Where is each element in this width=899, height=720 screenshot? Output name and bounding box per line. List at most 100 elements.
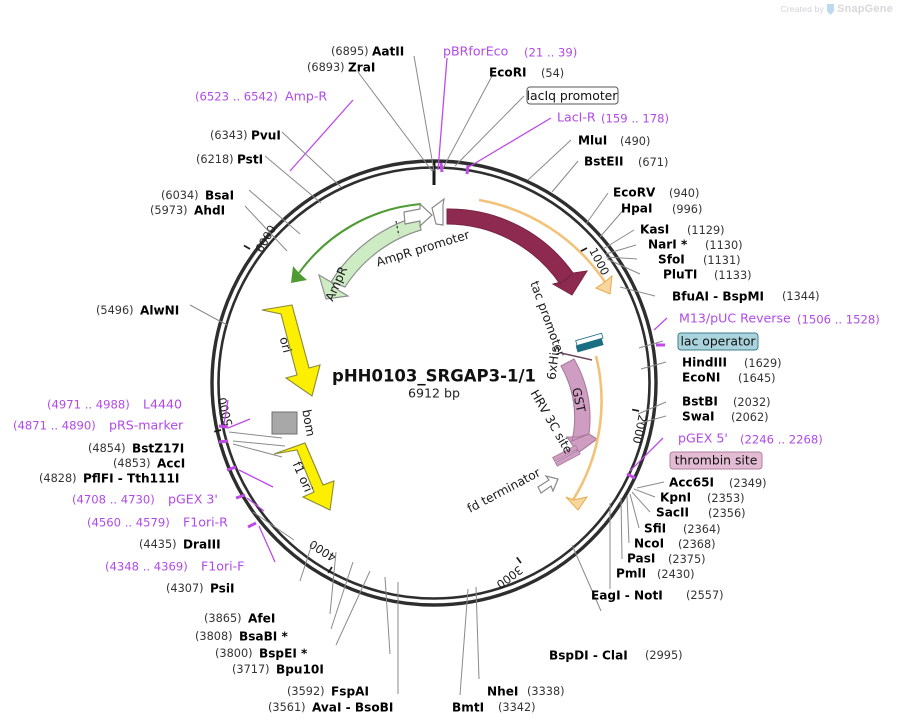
enzyme-name-hpai: HpaI [621, 202, 652, 216]
enzyme-name-bmti: BmtI [452, 701, 484, 715]
label-acc65i[interactable]: Acc65I (2349) [669, 476, 767, 491]
enzyme-name-bstz17i: BstZ17I [132, 442, 184, 456]
label-fspai[interactable]: (3592) FspAI [287, 685, 369, 699]
label-ncoi[interactable]: NcoI (2368) [634, 537, 716, 552]
primer-range-pgex-5: (2246 .. 2268) [740, 433, 823, 447]
enzyme-pos-psii: (4307) [166, 582, 204, 595]
label-bfuai-bspmi[interactable]: BfuAI - BspMI (1344) [672, 290, 820, 304]
enzyme-name-acc65i: Acc65I [669, 476, 714, 490]
label-aatii[interactable]: (6895) AatII [331, 45, 404, 59]
label-bspei[interactable]: (3800) BspEI * [215, 647, 308, 661]
enzyme-pos-aatii: (6895) [331, 45, 369, 58]
enzyme-pos-afei: (3865) [204, 612, 242, 625]
label-m13-puc-reverse[interactable]: M13/pUC Reverse (1506 .. 1528) [679, 311, 880, 327]
label-pflfi-tth111i[interactable]: (4828) PflFI - Tth111I [39, 472, 179, 486]
label-bstell[interactable]: BstEII (671) [584, 155, 668, 170]
label-acci[interactable]: (4853) AccI [113, 457, 185, 471]
enzyme-name-bsabi: BsaBI * [239, 630, 289, 644]
label-pmli[interactable]: PmlI (2430) [616, 567, 695, 582]
label-eagi-noti[interactable]: EagI - NotI (2557) [591, 589, 724, 603]
label-laci-r[interactable]: LacI-R (159 .. 178) [557, 110, 669, 126]
primer-range-f1ori-f: (4348 .. 4369) [105, 560, 188, 574]
label-bspdi-clai[interactable]: BspDI - ClaI (2995) [549, 649, 683, 663]
label-ahdi[interactable]: (5973) AhdI [150, 204, 225, 218]
enzyme-name-bspdi: BspDI - ClaI [549, 649, 628, 663]
enzyme-name-nhei: NheI [487, 685, 518, 699]
label-swai[interactable]: SwaI (2062) [682, 410, 769, 425]
label-alwni[interactable]: (5496) AlwNI [96, 304, 179, 318]
highlight-laciq-promoter[interactable]: lacIq promoter [526, 86, 619, 105]
label-pasi[interactable]: PasI (2375) [627, 552, 706, 567]
enzyme-pos-bsai: (6034) [161, 189, 199, 202]
label-mlui[interactable]: MluI (490) [578, 134, 650, 149]
label-bsabi[interactable]: (3808) BsaBI * [195, 630, 289, 644]
label-ecorv[interactable]: EcoRV (940) [613, 186, 699, 201]
enzyme-pos-sfii: (2364) [683, 523, 721, 536]
enzyme-name-afei: AfeI [248, 612, 275, 626]
label-pgex-5prime[interactable]: pGEX 5' (2246 .. 2268) [678, 431, 823, 447]
label-pluti[interactable]: PluTI (1133) [663, 268, 752, 283]
label-f1ori-f[interactable]: (4348 .. 4369) F1ori-F [105, 559, 244, 574]
label-kasi[interactable]: KasI (1129) [640, 223, 725, 238]
enzyme-name-econi: EcoNI [682, 371, 720, 385]
label-ecori[interactable]: EcoRI (54) [489, 66, 564, 81]
enzyme-name-ahdi: AhdI [194, 204, 225, 218]
label-kpni[interactable]: KpnI (2353) [660, 491, 745, 506]
primer-label-f1ori-r: F1ori-R [183, 515, 228, 530]
primer-range-pbrforeco: (21 .. 39) [524, 46, 577, 60]
primer-range-pgex-3: (4708 .. 4730) [72, 493, 155, 507]
highlight-thrombin-site[interactable]: thrombin site [669, 451, 763, 470]
enzyme-name-pasi: PasI [627, 552, 655, 566]
label-bsai[interactable]: (6034) BsaI [161, 189, 234, 203]
label-sacii[interactable]: SacII (2356) [656, 506, 746, 521]
label-f1ori-r[interactable]: (4560 .. 4579) F1ori-R [87, 515, 228, 530]
label-amp-r[interactable]: (6523 .. 6542) Amp-R [195, 89, 327, 104]
enzyme-name-ecori: EcoRI [489, 66, 527, 80]
enzyme-pos-hindiii: (1629) [744, 357, 782, 370]
highlight-lac-operator[interactable]: lac operator [677, 332, 759, 351]
label-nhei[interactable]: NheI (3338) [487, 685, 565, 699]
enzyme-name-bstell: BstEII [584, 155, 623, 169]
watermark-created-by: Created by [780, 4, 824, 14]
label-bmti[interactable]: BmtI (3342) [452, 701, 536, 715]
enzyme-name-pmli: PmlI [616, 567, 646, 581]
feature-f1-ori: f1 ori [273, 442, 335, 511]
enzyme-pos-pluti: (1133) [714, 269, 752, 282]
feature-label-bom: bom [299, 408, 317, 437]
label-afei[interactable]: (3865) AfeI [204, 612, 275, 626]
enzyme-pos-pasi: (2375) [668, 553, 706, 566]
enzyme-name-pvui: PvuI [251, 129, 281, 143]
primer-range-m13: (1506 .. 1528) [797, 313, 880, 327]
label-sfii[interactable]: SfiI (2364) [644, 522, 721, 537]
label-hpai[interactable]: HpaI (996) [621, 202, 702, 217]
label-zrai[interactable]: (6893) ZraI [307, 61, 375, 75]
label-bstbi[interactable]: BstBI (2032) [682, 395, 771, 410]
label-econi[interactable]: EcoNI (1645) [682, 371, 776, 386]
label-avai-bsobi[interactable]: (3561) AvaI - BsoBI [268, 701, 393, 715]
label-l4440[interactable]: (4971 .. 4988) L4440 [47, 397, 182, 412]
feature-label-fd-terminator: fd terminator [465, 465, 544, 516]
enzyme-name-sfii: SfiI [644, 522, 666, 536]
label-draiii[interactable]: (4435) DraIII [139, 538, 221, 552]
enzyme-pos-alwni: (5496) [96, 304, 134, 317]
enzyme-name-sacii: SacII [656, 506, 689, 520]
label-psii[interactable]: (4307) PsiI [166, 582, 235, 596]
primer-ticks [218, 162, 665, 529]
highlight-label-lac-operator: lac operator [680, 334, 756, 349]
label-pvui[interactable]: (6343) PvuI [210, 129, 281, 143]
label-pgex-3prime[interactable]: (4708 .. 4730) pGEX 3' [72, 492, 218, 507]
label-bstz17i[interactable]: (4854) BstZ17I [88, 442, 184, 456]
label-hindiii[interactable]: HindIII (1629) [682, 356, 782, 371]
label-psti[interactable]: (6218) PstI [196, 153, 263, 167]
enzyme-name-bspei: BspEI * [259, 647, 308, 661]
label-pbrforeco[interactable]: pBRforEco (21 .. 39) [443, 44, 577, 60]
label-nari[interactable]: NarI * (1130) [648, 238, 743, 253]
enzyme-pos-hpai: (996) [672, 203, 702, 216]
snapgene-logo-icon [826, 3, 834, 15]
enzyme-name-ecorv: EcoRV [613, 186, 656, 200]
enzyme-pos-bspei: (3800) [215, 647, 253, 660]
label-bpu10i[interactable]: (3717) Bpu10I [232, 663, 324, 677]
label-prs-marker[interactable]: (4871 .. 4890) pRS-marker [13, 418, 184, 433]
label-sfoi[interactable]: SfoI (1131) [658, 253, 741, 268]
